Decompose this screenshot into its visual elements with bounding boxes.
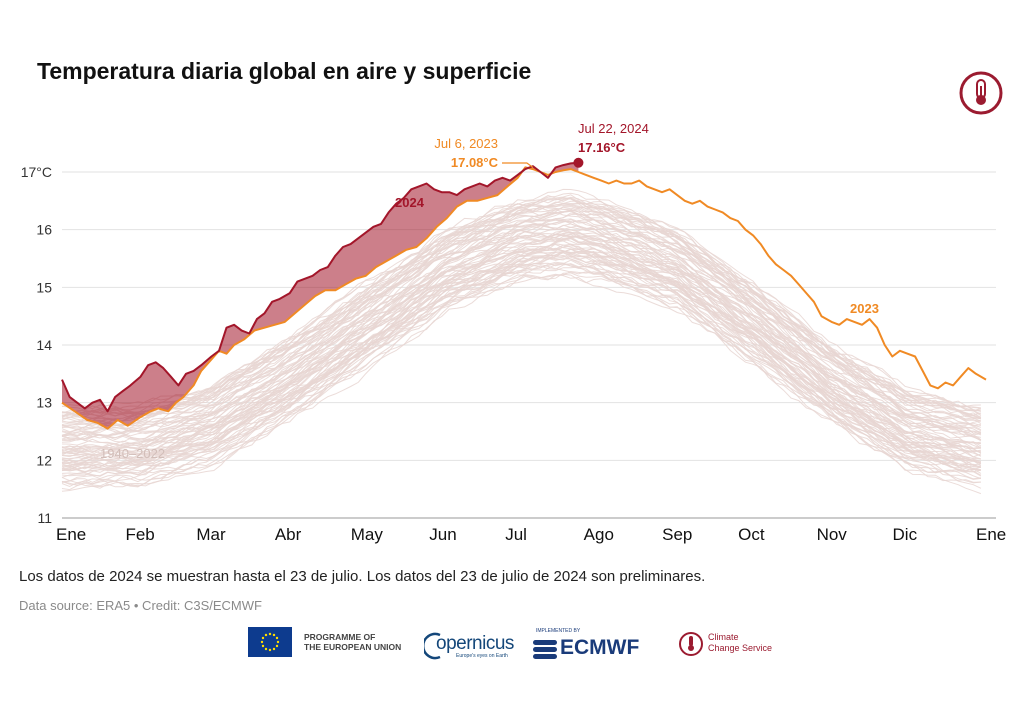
history-line bbox=[61, 263, 981, 484]
history-line bbox=[61, 208, 981, 429]
history-line bbox=[61, 225, 982, 449]
y-tick-label: 12 bbox=[36, 452, 52, 468]
eu-flag-icon bbox=[248, 627, 292, 657]
ecmwf-wordmark: ECMWF bbox=[560, 636, 640, 659]
copernicus-logo: opernicus Europe's eyes on Earth bbox=[424, 627, 514, 663]
history-line bbox=[61, 203, 982, 419]
y-tick-label: 16 bbox=[36, 222, 52, 238]
eu-programme-label: PROGRAMME OF THE EUROPEAN UNION bbox=[304, 632, 401, 652]
history-line bbox=[61, 265, 982, 489]
c3s-thermometer-icon bbox=[679, 632, 703, 656]
x-tick-label: Ene bbox=[56, 525, 86, 544]
history-line bbox=[61, 255, 982, 470]
history-line bbox=[61, 194, 981, 414]
y-tick-label: 11 bbox=[37, 510, 52, 526]
history-line bbox=[61, 224, 982, 441]
x-tick-label: Mar bbox=[196, 525, 226, 544]
peak-2023-date: Jul 6, 2023 bbox=[434, 136, 498, 151]
history-line bbox=[61, 188, 982, 412]
history-line bbox=[61, 270, 982, 483]
x-tick-label: Jul bbox=[505, 525, 527, 544]
axis-layer: Ene Feb Mar Abr May Jun Jul Ago Sep Oct Nov Dic Ene bbox=[56, 525, 1006, 544]
peak-2024-value: 17.16°C bbox=[578, 140, 626, 155]
series-label-2024: 2024 bbox=[395, 195, 425, 210]
x-tick-label: Feb bbox=[125, 525, 154, 544]
peak-2023-value: 17.08°C bbox=[451, 155, 499, 170]
y-tick-label: 15 bbox=[36, 279, 52, 295]
eu-label-line2: THE EUROPEAN UNION bbox=[304, 642, 402, 652]
data-note: Los datos de 2024 se muestran hasta el 2… bbox=[19, 568, 706, 585]
series-line-2024 bbox=[61, 161, 579, 413]
y-tick-label: 14 bbox=[36, 337, 52, 353]
anomaly-fill-area bbox=[62, 162, 579, 429]
grid-layer: 17°C 16 15 14 13 12 11 bbox=[21, 164, 996, 526]
annotation-layer: Jul 6, 2023 17.08°C Jul 22, 2024 17.16°C 202… bbox=[100, 121, 879, 461]
copernicus-wordmark: opernicus bbox=[436, 633, 514, 654]
x-tick-label: Dic bbox=[893, 525, 918, 544]
copernicus-c-icon bbox=[424, 632, 441, 660]
history-line bbox=[61, 192, 982, 416]
c3s-label: Climate Change Service bbox=[708, 632, 772, 654]
data-source: Data source: ERA5 • Credit: C3S/ECMWF bbox=[19, 598, 262, 613]
history-line bbox=[61, 263, 982, 478]
y-tick-label: 17°C bbox=[21, 164, 52, 180]
history-line bbox=[61, 218, 982, 430]
history-line bbox=[61, 225, 982, 440]
x-tick-label: May bbox=[351, 525, 384, 544]
series-label-2023: 2023 bbox=[850, 301, 879, 316]
history-line bbox=[61, 229, 981, 451]
history-line bbox=[61, 204, 982, 420]
series-label-historical: 1940–2022 bbox=[100, 446, 165, 461]
anomaly-fill bbox=[62, 162, 579, 429]
chart-title: Temperatura diaria global en aire y supe… bbox=[37, 58, 532, 84]
temperature-chart: 17°C 16 15 14 13 12 11 Jul 6, 2023 17.08°C Jul 2… bbox=[21, 121, 1007, 544]
history-line bbox=[61, 273, 981, 492]
x-tick-label: Sep bbox=[662, 525, 692, 544]
eu-label-line1: PROGRAMME OF bbox=[304, 632, 376, 642]
y-tick-label: 13 bbox=[36, 395, 52, 411]
history-line bbox=[61, 252, 981, 471]
x-tick-label: Ago bbox=[584, 525, 614, 544]
x-tick-label: Abr bbox=[275, 525, 302, 544]
partner-logos: PROGRAMME OF THE EUROPEAN UNION opernicu… bbox=[248, 627, 788, 663]
c3s-logo: Climate Change Service bbox=[678, 629, 788, 663]
peak-2024-date: Jul 22, 2024 bbox=[578, 121, 649, 136]
c3s-label-line2: Change Service bbox=[708, 643, 773, 653]
historical-band bbox=[61, 188, 982, 495]
series-line-2023 bbox=[61, 166, 987, 430]
peak-2023-leader bbox=[502, 162, 534, 168]
ecmwf-logo: IMPLEMENTED BY ECMWF bbox=[532, 627, 656, 663]
history-line bbox=[61, 252, 981, 472]
series-layer bbox=[61, 161, 987, 430]
ecmwf-mark-icon bbox=[533, 640, 557, 659]
climate-service-logo-icon bbox=[959, 71, 1003, 115]
copernicus-tagline: Europe's eyes on Earth bbox=[456, 653, 508, 659]
history-line bbox=[61, 196, 981, 419]
x-tick-label: Jun bbox=[429, 525, 456, 544]
x-tick-label: Oct bbox=[738, 525, 765, 544]
history-line bbox=[61, 262, 982, 475]
peak-2024-marker bbox=[573, 157, 584, 168]
history-line bbox=[61, 251, 981, 477]
c3s-label-line1: Climate bbox=[708, 632, 739, 642]
history-line bbox=[61, 219, 981, 437]
history-line bbox=[61, 200, 982, 417]
x-tick-label: Nov bbox=[817, 525, 848, 544]
x-tick-label: Ene bbox=[976, 525, 1006, 544]
history-line bbox=[61, 236, 982, 458]
ecmwf-implemented-label: IMPLEMENTED BY bbox=[536, 628, 581, 634]
history-line bbox=[61, 272, 981, 489]
